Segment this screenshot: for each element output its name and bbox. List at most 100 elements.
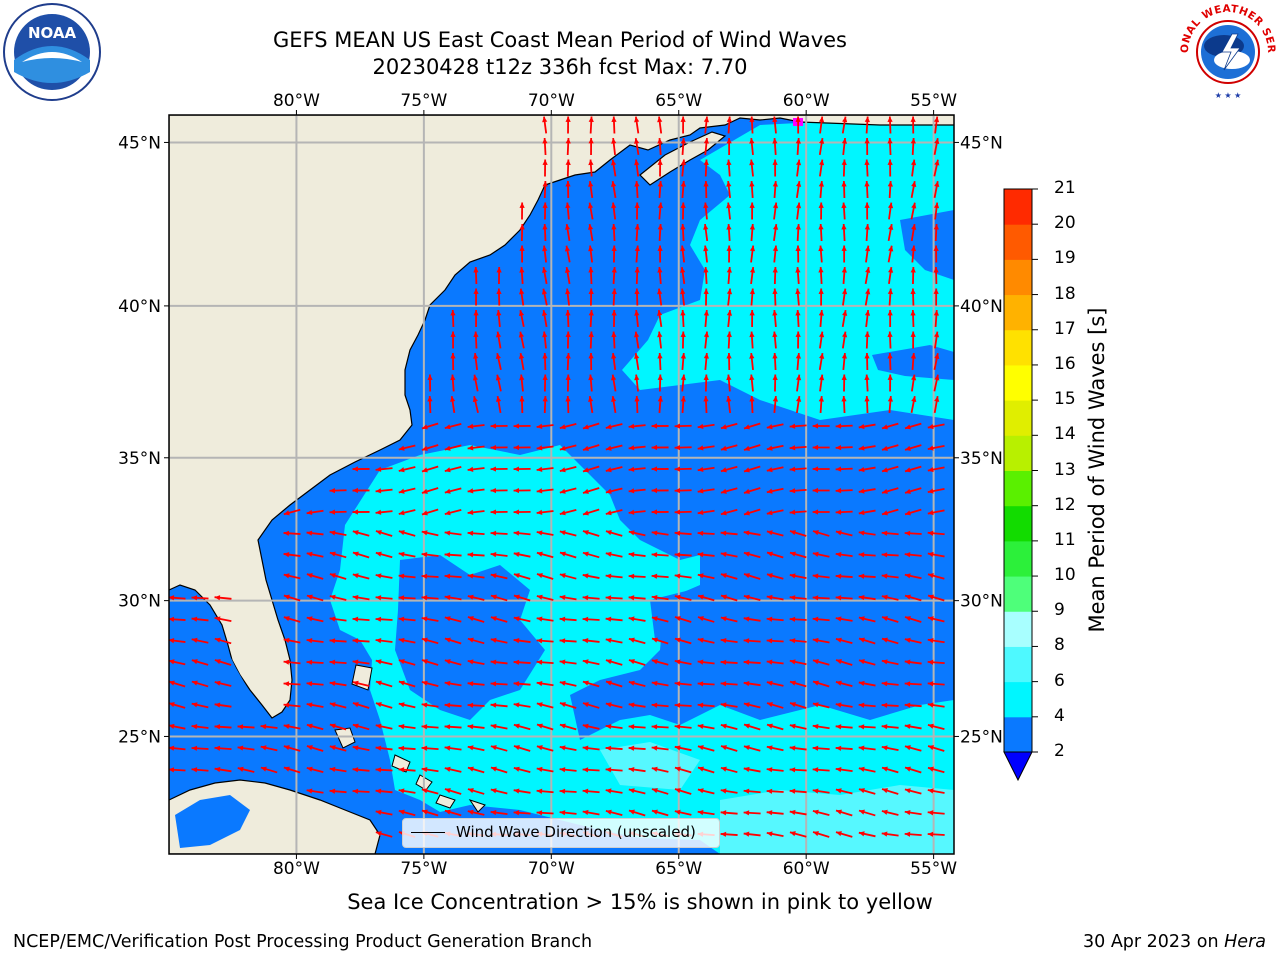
- wave-arrow-head: [588, 138, 594, 144]
- wave-arrow-head: [191, 680, 198, 686]
- wave-arrow-head: [541, 267, 548, 273]
- wave-arrow-head: [490, 723, 497, 729]
- wave-arrow-head: [605, 551, 612, 557]
- wave-arrow-head: [588, 267, 594, 273]
- wave-arrow-head: [887, 138, 893, 144]
- wave-arrow-head: [795, 202, 802, 209]
- wave-arrow-head: [582, 467, 589, 473]
- wave-arrow-head: [260, 724, 267, 730]
- wave-arrow-head: [703, 245, 709, 252]
- wave-arrow-head: [720, 530, 727, 536]
- wave-arrow-head: [352, 767, 359, 773]
- wave-arrow-head: [306, 659, 313, 665]
- wave-arrow-head: [657, 245, 663, 251]
- wave-arrow-head: [444, 445, 451, 451]
- wave-arrow-head: [421, 467, 428, 473]
- wave-arrow-head: [628, 616, 635, 622]
- wave-arrow-head: [283, 745, 290, 751]
- wave-arrow-head: [790, 530, 796, 536]
- wave-arrow-head: [818, 224, 824, 230]
- wave-arrow-head: [605, 424, 612, 430]
- wave-arrow-head: [835, 595, 842, 601]
- wave-arrow-head: [789, 702, 796, 708]
- wave-arrow-head: [191, 724, 198, 730]
- wave-arrow-head: [910, 353, 916, 359]
- colorbar-tick-label: 21: [1054, 178, 1076, 198]
- wave-arrow-head: [513, 766, 520, 772]
- wave-arrow-head: [720, 445, 727, 451]
- wave-arrow-head: [605, 788, 612, 794]
- wave-arrow-head: [519, 267, 525, 273]
- wave-arrow-head: [904, 659, 911, 665]
- wave-arrow-head: [450, 396, 456, 402]
- colorbar-tick-label: 4: [1054, 705, 1065, 726]
- wave-arrow-head: [605, 680, 612, 686]
- wave-arrow-head: [766, 831, 773, 837]
- colorbar-segment: [1004, 224, 1032, 260]
- wave-arrow-head: [789, 423, 796, 429]
- wave-arrow-head: [859, 788, 865, 794]
- wave-arrow-head: [674, 766, 681, 772]
- wave-arrow-head: [910, 310, 916, 316]
- wave-arrow-head: [329, 509, 336, 515]
- wave-arrow-head: [536, 616, 543, 622]
- lon-tick-label-bottom: 55°W: [910, 859, 957, 879]
- wave-arrow-head: [789, 723, 796, 729]
- wave-arrow-head: [611, 374, 617, 381]
- wave-arrow-head: [789, 466, 796, 472]
- wave-arrow-head: [352, 616, 359, 622]
- wave-arrow-head: [789, 809, 796, 816]
- wave-arrow-head: [836, 809, 842, 815]
- wave-arrow-head: [812, 616, 819, 622]
- wave-arrow-head: [559, 488, 566, 494]
- wave-arrow-head: [421, 488, 428, 494]
- colorbar-tick-label: 13: [1054, 459, 1076, 480]
- wave-arrow-head: [881, 488, 888, 494]
- wave-arrow-head: [720, 788, 727, 794]
- wave-arrow-head: [927, 659, 934, 665]
- wave-arrow-head: [542, 181, 548, 187]
- wave-arrow-head: [674, 423, 681, 429]
- wave-arrow-head: [835, 423, 842, 429]
- wave-arrow-head: [651, 702, 658, 708]
- wave-arrow-head: [720, 659, 727, 665]
- wave-arrow-head: [680, 138, 686, 144]
- wave-arrow-head: [605, 445, 612, 451]
- wave-arrow-head: [421, 445, 428, 451]
- wave-arrow-head: [881, 530, 888, 536]
- wave-arrow-head: [881, 467, 888, 473]
- wave-arrow-head: [904, 573, 911, 579]
- wave-arrow-head: [651, 745, 658, 751]
- wave-arrow-head: [536, 745, 543, 751]
- colorbar-segment: [1004, 611, 1032, 647]
- wave-arrow-head: [904, 745, 911, 751]
- wave-arrow-head: [864, 353, 870, 359]
- wave-arrow-head: [398, 510, 405, 516]
- wave-arrow-head: [214, 766, 221, 773]
- wave-arrow-head: [421, 659, 428, 665]
- wave-arrow-head: [881, 724, 888, 730]
- wave-arrow-head: [812, 509, 819, 515]
- wave-arrow-head: [933, 224, 939, 230]
- wave-arrow-head: [352, 680, 359, 686]
- wave-arrow-head: [858, 573, 865, 579]
- wave-arrow-head: [795, 374, 802, 381]
- wave-arrow-head: [352, 487, 358, 494]
- wave-arrow-head: [651, 552, 658, 558]
- wave-arrow-head: [703, 159, 709, 166]
- sea-ice-note: Sea Ice Concentration > 15% is shown in …: [347, 890, 933, 914]
- wave-arrow-head: [865, 267, 871, 273]
- wave-arrow-head: [467, 466, 474, 472]
- wave-arrow-head: [473, 267, 479, 273]
- wave-arrow-head: [772, 353, 778, 359]
- wave-arrow-head: [651, 766, 658, 772]
- colorbar-tick-label: 19: [1054, 248, 1076, 269]
- lon-tick-label-bottom: 70°W: [528, 859, 575, 879]
- wave-arrow-head: [795, 310, 801, 316]
- wave-arrow-head: [858, 659, 865, 665]
- wave-arrow-head: [467, 616, 474, 622]
- wave-arrow-head: [836, 659, 842, 665]
- wave-arrow-head: [720, 551, 727, 557]
- wave-arrow-head: [881, 659, 888, 665]
- wave-arrow-head: [450, 374, 456, 381]
